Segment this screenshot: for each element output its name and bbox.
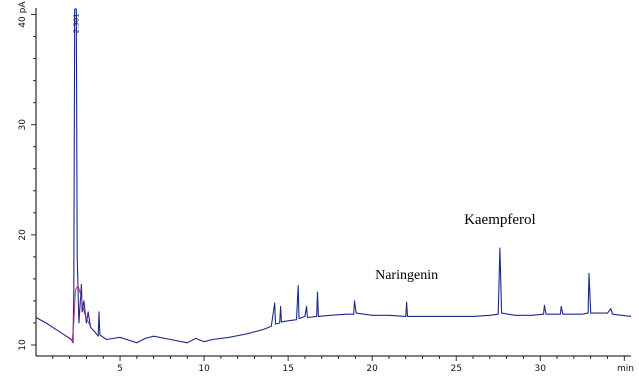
y-tick-label: 20 [18,229,28,241]
retention-time-label: 2.301 [72,13,80,33]
baseline-trace [71,284,91,342]
x-tick-label: 15 [282,364,293,374]
x-tick-label: 30 [535,364,547,374]
x-tick-label: 25 [450,364,461,374]
y-tick-label: 10 [18,339,28,351]
x-tick-label: 5 [117,364,123,374]
y-tick-label: 40 pA [18,1,28,28]
x-tick-label: 20 [366,364,378,374]
trace-line [35,8,632,344]
y-tick-label: 30 [18,119,28,131]
peak-annotation: Naringenin [375,268,438,283]
x-tick-label: 10 [198,364,210,374]
peak-annotation: Kaempferol [464,212,536,228]
chart-axes [35,8,631,357]
x-unit-label: min [617,364,634,374]
annotation-labels: Kaempferol Naringenin 2.301 [72,13,535,283]
trace-series [35,8,632,344]
tick-marks: 5 10 15 20 25 30 min 10 20 30 40 pA [18,1,634,374]
